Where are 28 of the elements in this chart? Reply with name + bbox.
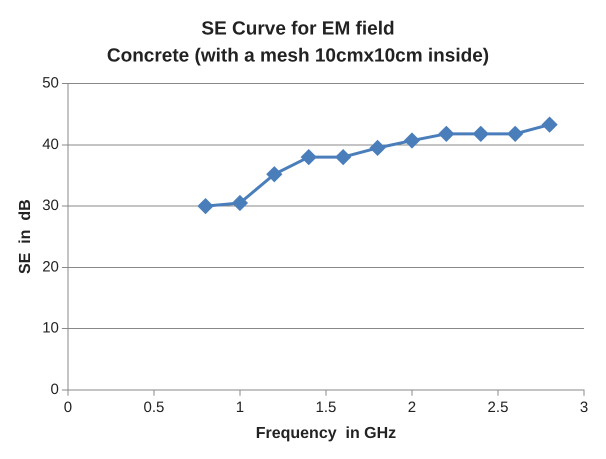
y-tick-label: 0	[50, 380, 59, 398]
point	[336, 150, 351, 165]
point	[301, 150, 316, 165]
point	[198, 198, 214, 214]
point	[232, 196, 248, 211]
point	[266, 166, 282, 182]
x-tick-label: 0	[64, 398, 72, 416]
y-tick-label: 40	[42, 136, 59, 153]
point	[542, 117, 558, 132]
point	[508, 126, 523, 142]
point	[473, 126, 488, 142]
y-tick-label: 10	[42, 320, 59, 337]
x-tick-label: 2	[408, 398, 416, 416]
x-tick-label: 3	[580, 398, 588, 416]
point	[438, 126, 454, 142]
x-axis-title: Frequency in GHz	[256, 424, 396, 442]
y-tick-label: 50	[42, 74, 59, 92]
y-tick-label: 30	[42, 197, 59, 214]
x-tick-label: 1	[236, 398, 244, 416]
x-tick-label: 0.5	[143, 398, 164, 416]
chart-title: SE Curve for EM field	[201, 18, 395, 40]
x-tick-label: 1.5	[316, 398, 336, 416]
point	[370, 140, 386, 156]
x-tick-label: 2.5	[488, 398, 508, 416]
point	[404, 133, 420, 148]
chart-subtitle: Concrete (with a mesh 10cmx10cm inside)	[106, 45, 490, 66]
y-axis-title: SE in dB	[17, 199, 34, 274]
y-tick-label: 20	[42, 258, 59, 276]
